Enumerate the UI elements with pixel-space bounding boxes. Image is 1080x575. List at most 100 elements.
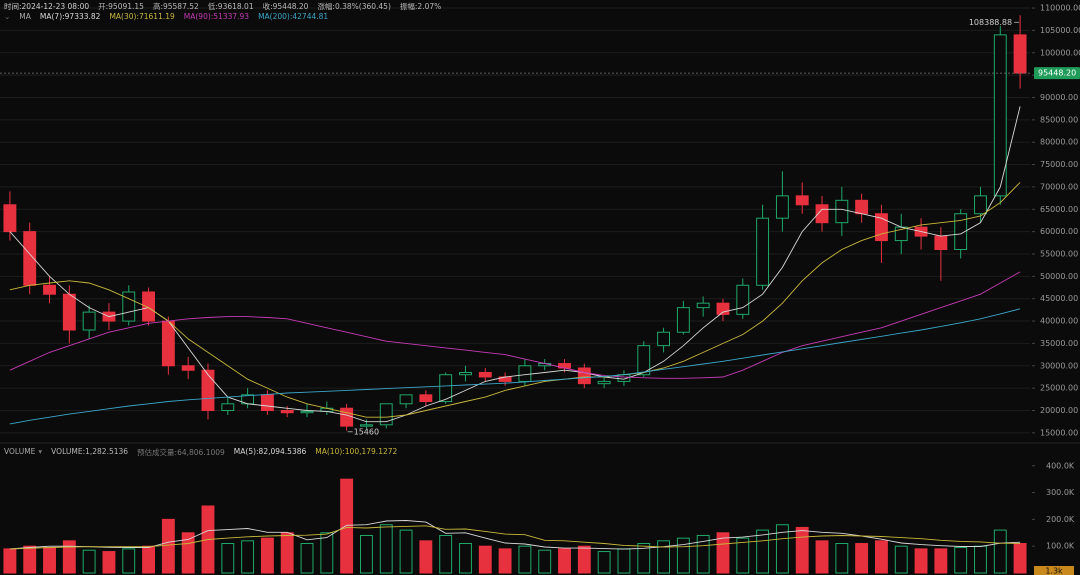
- volume-bar: [241, 540, 255, 574]
- last-volume-label: 1.3k: [1045, 567, 1063, 575]
- ma-line: [9, 525, 1021, 550]
- volume-bar: [122, 548, 136, 574]
- candle-body: [419, 394, 433, 403]
- volume-bar: [360, 534, 373, 574]
- header-item: 涨幅:0.38%(360.45): [317, 2, 391, 11]
- header-item: 收:95448.20: [262, 2, 309, 11]
- volume-bar: [142, 545, 156, 574]
- y-tick-label: 65000.00: [1040, 205, 1078, 214]
- volume-bar: [82, 549, 96, 574]
- header-item: 低:93618.01: [207, 2, 254, 11]
- volume-bar: [657, 540, 670, 574]
- volume-bar: [637, 543, 651, 574]
- y-tick-label: 400.0K: [1046, 461, 1075, 470]
- volume-panel: [3, 478, 1027, 574]
- volume-bar: [696, 534, 710, 574]
- y-tick-label: 105000.00: [1040, 26, 1080, 35]
- volume-bar: [795, 526, 809, 574]
- candle-body: [974, 195, 987, 215]
- volume-bar: [181, 532, 195, 574]
- candle-body: [657, 331, 670, 347]
- volume-bar: [914, 548, 928, 574]
- y-tick-label: 40000.00: [1040, 317, 1078, 326]
- y-tick-label: 20000.00: [1040, 406, 1078, 415]
- volume-bar: [459, 543, 472, 574]
- ma-legend-item: MA(30):71611.19: [109, 12, 175, 21]
- header-item: 开:95091.15: [98, 2, 144, 11]
- y-tick-label: 35000.00: [1040, 339, 1078, 348]
- volume-bar: [993, 529, 1007, 574]
- candle-body: [122, 291, 136, 322]
- dropdown-icon[interactable]: ▾: [38, 447, 43, 456]
- volume-bar: [379, 524, 393, 574]
- candle-body: [637, 345, 651, 376]
- volume-bar: [558, 548, 571, 574]
- y-tick-label: 110000.00: [1040, 4, 1080, 13]
- y-tick-label: 300.0K: [1046, 488, 1075, 497]
- low-annotation: 15460: [354, 427, 379, 436]
- volume-bar: [934, 548, 948, 574]
- volume-bar: [439, 534, 453, 574]
- ma-line: [9, 182, 1021, 418]
- candle-body: [379, 403, 393, 426]
- candle-body: [875, 213, 888, 242]
- y-tick-label: 45000.00: [1040, 294, 1078, 303]
- header-item: 高:95587.52: [152, 2, 199, 11]
- collapse-icon[interactable]: ⌄: [4, 12, 11, 21]
- volume-bar: [221, 543, 235, 574]
- volume-bar: [815, 540, 829, 574]
- volume-bar: [280, 532, 294, 574]
- y-tick-label: 80000.00: [1040, 138, 1078, 147]
- ma-line: [9, 308, 1021, 425]
- candle-body: [300, 410, 314, 414]
- volume-bar: [43, 547, 56, 574]
- volume-bar: [736, 537, 750, 574]
- candle-body: [775, 195, 789, 219]
- candle-body: [260, 394, 274, 411]
- candle-body: [1013, 34, 1027, 74]
- ma-line: [9, 520, 1021, 550]
- candle-body: [577, 367, 591, 385]
- candle-body: [439, 374, 453, 403]
- candle-body: [993, 34, 1007, 197]
- candle-body: [280, 409, 294, 414]
- volume-estimate: 预估成交量:64,806.1009: [137, 448, 225, 457]
- volume-bar: [875, 540, 888, 574]
- candle-body: [855, 199, 869, 215]
- volume-bar: [260, 537, 274, 574]
- volume-bar: [300, 543, 314, 574]
- candle-body: [676, 307, 690, 333]
- axes: 15000.00 20000.00 25000.00 30000.00 35000.00…: [1032, 4, 1080, 575]
- y-tick-label: 15000.00: [1040, 428, 1078, 437]
- ma-legend-item: MA(200):42744.81: [258, 12, 329, 21]
- y-tick-label: 50000.00: [1040, 272, 1078, 281]
- y-tick-label: 90000.00: [1040, 93, 1078, 102]
- volume-bar: [498, 548, 512, 574]
- volume-bar: [3, 548, 17, 574]
- candle-body: [399, 394, 413, 405]
- volume-title: VOLUME: [4, 447, 36, 456]
- volume-bar: [161, 518, 175, 574]
- price-panel: 108388.88 15460: [0, 15, 1030, 436]
- last-volume-badge: [1034, 566, 1074, 575]
- volume-legend-item: MA(5):82,094.5386: [233, 447, 307, 456]
- last-price-label: 95448.20: [1038, 69, 1076, 78]
- candle-body: [756, 217, 770, 286]
- volume-bar: [102, 551, 116, 574]
- candle-body: [82, 311, 96, 331]
- y-tick-label: 55000.00: [1040, 249, 1078, 258]
- candle-body: [815, 204, 829, 224]
- ma-line: [9, 271, 1021, 379]
- candle-body: [161, 320, 175, 367]
- volume-bar: [597, 551, 611, 574]
- candle-body: [201, 369, 215, 411]
- volume-bar: [320, 532, 334, 574]
- candle-body: [795, 195, 809, 206]
- volume-bar: [62, 540, 76, 574]
- candle-body: [696, 302, 710, 309]
- y-tick-label: 100.0K: [1046, 542, 1075, 551]
- candle-body: [340, 407, 354, 427]
- volume-bar: [676, 537, 690, 574]
- header-item: 振幅:2.07%: [399, 2, 442, 11]
